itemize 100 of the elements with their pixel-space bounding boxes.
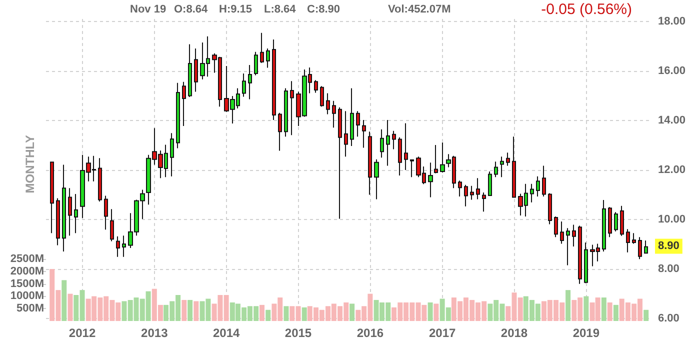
- y-tick-label: 12.00: [658, 164, 686, 176]
- candlestick: [116, 236, 120, 258]
- y-tick-label: 14.00: [658, 114, 686, 126]
- candlestick: [332, 100, 336, 128]
- x-tick-label: 2017: [428, 326, 456, 340]
- bar: [613, 304, 618, 321]
- bar: [68, 294, 73, 321]
- candlestick: [110, 208, 114, 242]
- candlestick: [350, 88, 354, 146]
- text: Vol:452.07M: [388, 4, 451, 16]
- candlestick: [554, 216, 558, 238]
- candlestick: [374, 158, 379, 200]
- x-tick-label: 2013: [141, 326, 168, 340]
- candlestick: [368, 131, 372, 196]
- candlestick: [494, 161, 498, 178]
- candlestick: [356, 110, 360, 138]
- candlestick: [626, 228, 630, 253]
- candlestick: [614, 212, 618, 232]
- candlestick: [392, 130, 396, 150]
- candlestick: [578, 225, 582, 284]
- y2-tick-label: 1000M: [10, 290, 44, 302]
- bar: [584, 296, 589, 321]
- candlestick: [284, 88, 288, 138]
- bar: [566, 290, 571, 321]
- candlestick: [98, 158, 102, 202]
- y-tick-label: 6.00: [658, 312, 680, 325]
- bar: [188, 300, 193, 321]
- candlestick: [476, 178, 480, 200]
- candlestick: [380, 128, 384, 158]
- candlestick: [458, 180, 462, 197]
- text: Nov 19: [130, 4, 166, 16]
- y-tick-label: 16.00: [658, 64, 686, 77]
- candlestick: [512, 136, 516, 198]
- candlestick: [530, 183, 534, 203]
- candlestick: [548, 192, 552, 225]
- x-tick-label: 2014: [212, 326, 240, 340]
- text: O:8.64: [174, 4, 209, 16]
- candlestick: [398, 136, 402, 176]
- candlestick: [404, 122, 408, 170]
- candlestick: [644, 240, 648, 254]
- bar: [266, 310, 271, 321]
- candlestick: [440, 142, 445, 173]
- candlestick: [176, 82, 180, 149]
- candlestick: [620, 205, 624, 236]
- y2-tick-label: 2500M: [10, 253, 44, 266]
- bar: [194, 301, 199, 321]
- candlestick: [338, 106, 342, 220]
- text: MONTHLY: [23, 134, 37, 194]
- candlestick: [464, 184, 468, 207]
- candlestick: [542, 165, 546, 197]
- annotation: 8.90: [658, 240, 680, 252]
- bar: [302, 307, 307, 321]
- x-tick-label: 2015: [284, 326, 312, 340]
- candlestick: [572, 224, 576, 247]
- x-tick-label: 2012: [68, 326, 96, 340]
- candlestick: [488, 170, 492, 196]
- x-tick-label: 2019: [572, 326, 600, 340]
- candlestick: [68, 188, 72, 236]
- candlestick: [410, 158, 414, 178]
- candlestick: [428, 162, 433, 198]
- candlestick: [602, 199, 606, 252]
- candlestick: [362, 119, 366, 148]
- candlestick: [566, 228, 570, 266]
- candlestick: [242, 72, 246, 98]
- candlestick: [506, 152, 510, 166]
- bar: [434, 304, 439, 321]
- candlestick: [188, 44, 192, 98]
- candlestick: [266, 48, 270, 68]
- y-tick-label: 8.00: [658, 263, 680, 276]
- text: H:9.15: [219, 4, 252, 16]
- bar: [350, 304, 355, 321]
- candlestick: [608, 206, 612, 238]
- candlestick: [290, 80, 294, 136]
- candlestick: [560, 220, 564, 244]
- text: L:8.64: [264, 4, 297, 16]
- bar: [601, 297, 606, 321]
- text: -0.05 (0.56%): [541, 1, 632, 18]
- candlestick: [122, 235, 126, 258]
- bar: [428, 302, 433, 321]
- y2-tick-label: 500M: [16, 302, 44, 315]
- candlestick: [638, 236, 642, 260]
- bar: [644, 310, 649, 321]
- candlestick: [584, 242, 588, 284]
- bar: [284, 306, 289, 321]
- candlestick: [434, 144, 438, 174]
- x-tick-label: 2016: [356, 326, 384, 340]
- candlestick: [194, 48, 198, 92]
- candlestick: [272, 39, 276, 120]
- candlestick: [632, 232, 636, 244]
- y-tick-label: 18.00: [658, 15, 686, 28]
- candlestick: [254, 51, 258, 76]
- candlestick: [56, 198, 60, 246]
- y2-tick-label: 2000M: [10, 265, 44, 278]
- candlestick: [248, 64, 252, 100]
- candlestick: [104, 195, 108, 230]
- candlestick: [470, 185, 474, 200]
- candlestick: [278, 112, 282, 152]
- y-tick-label: 10.00: [658, 214, 686, 226]
- bar: [182, 300, 187, 321]
- candlestick: [326, 92, 330, 115]
